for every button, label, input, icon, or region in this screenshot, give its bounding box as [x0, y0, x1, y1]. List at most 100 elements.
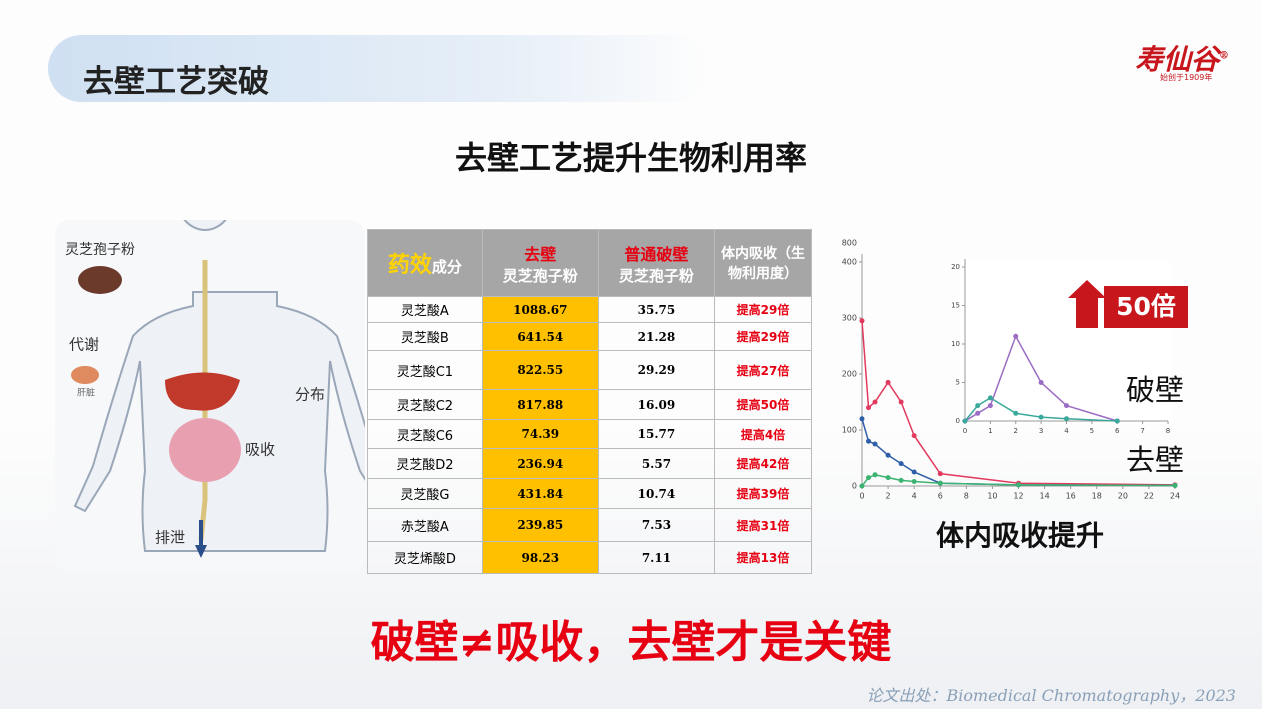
x-tick-label: 14 — [1039, 492, 1049, 501]
table-row: 灵芝酸C6 74.39 15.77 提高4倍 — [367, 419, 812, 449]
data-point — [975, 403, 981, 409]
table-cell: 灵芝烯酸D — [367, 541, 483, 574]
y-tick-label: 300 — [842, 314, 857, 323]
x-tick-label: 10 — [987, 492, 997, 501]
data-point — [1013, 333, 1019, 339]
table-cell: 239.85 — [481, 508, 599, 542]
badge-box — [1104, 286, 1188, 328]
table-cell: 10.74 — [597, 478, 716, 509]
header-cell: 普通破壁 灵芝孢子粉 — [597, 229, 716, 297]
table-cell: 98.23 — [481, 541, 599, 574]
badge-text: 50倍 — [1116, 292, 1176, 321]
x-tick-label: 12 — [1013, 492, 1023, 501]
table-cell: 16.09 — [597, 389, 716, 420]
diagram-label: 排泄 — [155, 529, 185, 547]
x-tick-label: 2 — [1014, 427, 1018, 435]
logo: 寿仙谷® — [1135, 38, 1229, 78]
header-bottom: 灵芝孢子粉 — [618, 266, 694, 285]
source: 论文出处：Biomedical Chromatography，2023 — [866, 686, 1236, 705]
data-point — [1064, 403, 1069, 409]
table-cell: 提高39倍 — [714, 478, 812, 509]
table-row: 灵芝酸D2 236.94 5.57 提高42倍 — [367, 448, 812, 479]
table-cell: 提高50倍 — [714, 389, 812, 420]
table-cell: 29.29 — [597, 350, 716, 390]
badge-arrow — [1068, 280, 1106, 328]
table-cell: 提高27倍 — [714, 350, 812, 390]
data-point — [866, 405, 872, 411]
x-tick-label: 8 — [1166, 427, 1170, 435]
body-diagram: 灵芝孢子粉 代谢 肝脏 分布 吸收 排泄 — [55, 220, 365, 572]
data-point — [872, 399, 878, 405]
data-point — [1038, 414, 1044, 420]
table-cell: 15.77 — [597, 419, 716, 449]
intestine — [169, 418, 241, 482]
table-cell: 1088.67 — [481, 296, 599, 323]
header-cell: 去壁 灵芝孢子粉 — [481, 229, 599, 297]
slogan: 破壁≠吸收，去壁才是关键 — [370, 617, 892, 668]
diagram-label: 分布 — [295, 386, 325, 404]
data-point — [872, 441, 878, 447]
data-point — [911, 469, 917, 475]
table-cell: 提高29倍 — [714, 296, 812, 323]
table-cell: 提高31倍 — [714, 508, 812, 542]
y-tick-label: 10 — [951, 340, 960, 348]
table-cell: 灵芝酸B — [367, 322, 483, 351]
table-cell: 7.53 — [597, 508, 716, 542]
x-tick-label: 18 — [1092, 492, 1102, 501]
y-tick-label: 0 — [956, 417, 960, 425]
x-tick-label: 0 — [963, 427, 967, 435]
table-cell: 提高13倍 — [714, 541, 812, 574]
data-point — [885, 452, 891, 458]
table-row: 灵芝酸A 1088.67 35.75 提高29倍 — [367, 296, 812, 323]
chart-caption: 体内吸收提升 — [936, 519, 1104, 552]
logo-sub: 始创于1909年 — [1160, 73, 1213, 82]
table-cell: 灵芝酸D2 — [367, 448, 483, 479]
x-tick-label: 6 — [1115, 427, 1120, 435]
data-point — [937, 480, 943, 486]
annotation: 去壁 — [1126, 443, 1184, 477]
data-point — [911, 479, 917, 485]
data-point — [1172, 482, 1178, 488]
y-break-tick-label: 800 — [842, 239, 857, 248]
header-top: 去壁 — [524, 244, 557, 264]
table-cell: 7.11 — [597, 541, 716, 574]
x-tick-label: 22 — [1144, 492, 1154, 501]
data-point — [1064, 416, 1069, 422]
spore-bowl — [78, 266, 122, 294]
x-tick-label: 4 — [912, 492, 917, 501]
data-point — [898, 461, 904, 467]
table-row: 灵芝烯酸D 98.23 7.11 提高13倍 — [367, 541, 812, 574]
x-tick-label: 5 — [1090, 427, 1094, 435]
data-point — [859, 318, 865, 324]
y-tick-label: 5 — [956, 379, 960, 387]
slide-title: 去壁工艺突破 — [83, 64, 269, 100]
table-cell: 灵芝酸G — [367, 478, 483, 509]
data-point — [987, 403, 993, 409]
y-tick-label: 100 — [842, 426, 857, 435]
table-cell: 641.54 — [481, 322, 599, 351]
logo-mark: ® — [1219, 50, 1230, 62]
table-row: 赤芝酸A 239.85 7.53 提高31倍 — [367, 508, 812, 542]
y-tick-label: 400 — [842, 258, 857, 267]
x-tick-label: 1 — [988, 427, 992, 435]
liver — [165, 372, 240, 411]
table-cell: 5.57 — [597, 448, 716, 479]
diagram-label: 代谢 — [69, 336, 99, 354]
data-point — [1013, 410, 1019, 416]
x-tick-label: 2 — [886, 492, 891, 501]
liver-icon — [71, 366, 99, 384]
x-tick-label: 3 — [1039, 427, 1043, 435]
data-point — [898, 399, 904, 405]
diagram-label: 吸收 — [245, 441, 275, 459]
diagram-label: 肝脏 — [77, 387, 95, 399]
header-bar — [48, 35, 708, 102]
data-point — [975, 410, 981, 416]
y-tick-label: 0 — [852, 482, 857, 491]
header-highlight: 药效 — [387, 253, 432, 278]
y-tick-label: 20 — [951, 263, 960, 271]
x-tick-label: 7 — [1140, 427, 1144, 435]
data-point — [859, 416, 865, 422]
arrow-head — [195, 545, 207, 558]
x-tick-label: 24 — [1170, 492, 1180, 501]
